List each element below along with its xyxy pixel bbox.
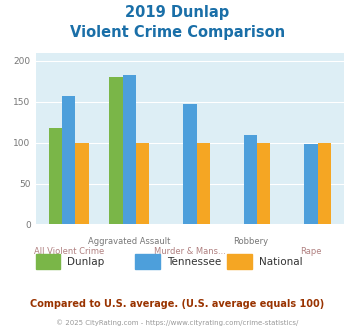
Text: 2019 Dunlap: 2019 Dunlap — [125, 5, 230, 20]
Bar — [136, 143, 149, 224]
Text: Robbery: Robbery — [233, 238, 268, 247]
Bar — [197, 143, 210, 224]
Text: Murder & Mans...: Murder & Mans... — [154, 247, 226, 256]
Text: Aggravated Assault: Aggravated Assault — [88, 238, 170, 247]
Bar — [318, 143, 331, 224]
Bar — [123, 75, 136, 224]
Text: All Violent Crime: All Violent Crime — [34, 247, 104, 256]
Bar — [244, 135, 257, 224]
Text: National: National — [259, 256, 303, 267]
Bar — [257, 143, 271, 224]
Bar — [62, 96, 76, 224]
Text: Tennessee: Tennessee — [167, 256, 221, 267]
Bar — [109, 77, 123, 224]
Bar — [183, 104, 197, 224]
Bar — [49, 128, 62, 224]
Text: Dunlap: Dunlap — [67, 256, 105, 267]
Text: Compared to U.S. average. (U.S. average equals 100): Compared to U.S. average. (U.S. average … — [31, 299, 324, 309]
Text: Violent Crime Comparison: Violent Crime Comparison — [70, 25, 285, 40]
Text: © 2025 CityRating.com - https://www.cityrating.com/crime-statistics/: © 2025 CityRating.com - https://www.city… — [56, 319, 299, 326]
Text: Rape: Rape — [300, 247, 322, 256]
Bar — [76, 143, 89, 224]
Bar — [304, 144, 318, 224]
